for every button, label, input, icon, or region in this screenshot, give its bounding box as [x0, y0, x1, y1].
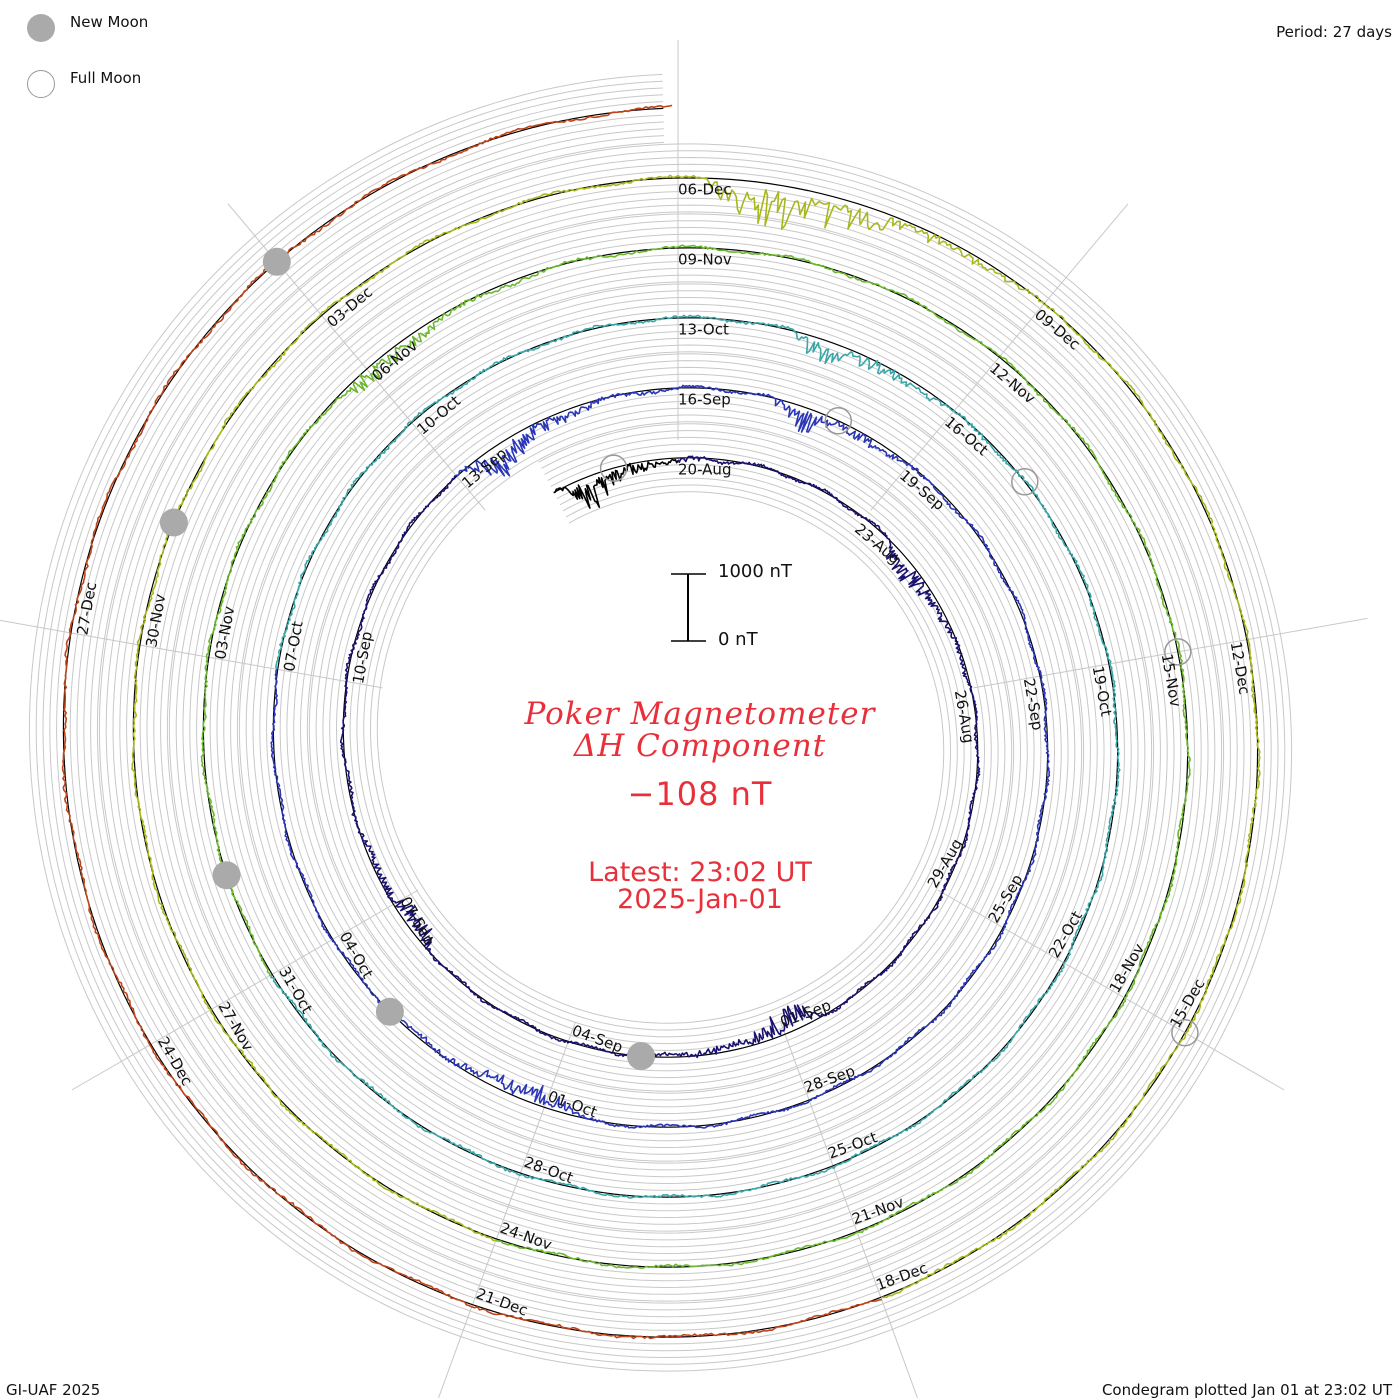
series-trace-0 — [553, 458, 679, 509]
grid-spiral-2 — [83, 128, 1238, 1318]
date-tick-label: 16-Sep — [678, 391, 731, 409]
full-moon-legend-label: Full Moon — [70, 69, 142, 87]
radial-gridline-5 — [438, 1021, 576, 1398]
series-trace-6 — [61, 104, 882, 1340]
series-trace-5 — [131, 174, 1261, 1299]
new-moon-legend-icon — [27, 14, 55, 42]
grid-spiral-9 — [28, 73, 1293, 1372]
date-tick-label: 18-Nov — [1106, 940, 1149, 996]
new-moon-marker — [159, 508, 188, 537]
latest-time: Latest: 23:02 UT — [588, 857, 812, 888]
full-moon-marker — [1164, 638, 1192, 666]
grid-spiral-8 — [35, 80, 1286, 1365]
date-tick-label: 01-Sep — [778, 996, 834, 1031]
chart-subtitle: ΔH Component — [573, 728, 827, 764]
radial-gridline-6 — [71, 889, 419, 1091]
moon-markers — [159, 247, 1199, 1071]
scale-top-label: 1000 nT — [718, 561, 792, 582]
grid-spiral-7 — [42, 87, 1279, 1359]
radial-gridline-4 — [780, 1021, 918, 1398]
radial-gridline-3 — [937, 889, 1285, 1091]
grid-layer — [0, 40, 1368, 1398]
current-value: −108 nT — [627, 775, 773, 813]
series-trace-1 — [340, 455, 981, 1059]
grid-spiral-1 — [90, 135, 1231, 1311]
full-moon-marker — [824, 407, 853, 435]
new-moon-marker — [262, 247, 291, 276]
full-moon-marker — [1171, 1018, 1199, 1047]
full-moon-marker — [599, 454, 628, 482]
radial-gridline-7 — [0, 619, 383, 689]
chart-title: Poker Magnetometer — [524, 696, 876, 732]
plotted-timestamp: Condegram plotted Jan 01 at 23:02 UT — [1101, 1381, 1392, 1399]
new-moon-marker — [627, 1042, 655, 1071]
full-moon-marker — [1011, 468, 1039, 496]
radial-gridline-2 — [973, 617, 1368, 689]
period-label: Period: 27 days — [1276, 23, 1392, 41]
date-tick-label: 06-Dec — [678, 181, 732, 199]
radial-gridline-8 — [227, 203, 486, 511]
series-trace-4 — [200, 244, 1191, 1269]
date-tick-label: 09-Nov — [678, 251, 732, 269]
grid-spiral-6 — [49, 94, 1272, 1352]
grid-spiral-4 — [69, 114, 1252, 1331]
credit-label: GI-UAF 2025 — [6, 1381, 101, 1399]
latest-date: 2025-Jan-01 — [617, 884, 783, 915]
grid-spiral-5 — [56, 101, 1265, 1345]
date-tick-label: 13-Oct — [678, 321, 729, 339]
date-tick-label: 15-Dec — [1166, 976, 1208, 1031]
new-moon-marker — [212, 861, 241, 890]
date-tick-label: 20-Aug — [678, 461, 731, 479]
scale-bar — [671, 573, 706, 642]
grid-spiral-0 — [96, 141, 1225, 1304]
grid-spiral-3 — [76, 121, 1245, 1325]
date-tick-label: 22-Oct — [1045, 908, 1086, 961]
series-trace-3 — [270, 314, 1121, 1199]
new-moon-marker — [375, 997, 404, 1026]
scale-bottom-label: 0 nT — [718, 629, 758, 650]
full-moon-legend-icon — [27, 70, 55, 98]
new-moon-legend-label: New Moon — [70, 13, 149, 31]
